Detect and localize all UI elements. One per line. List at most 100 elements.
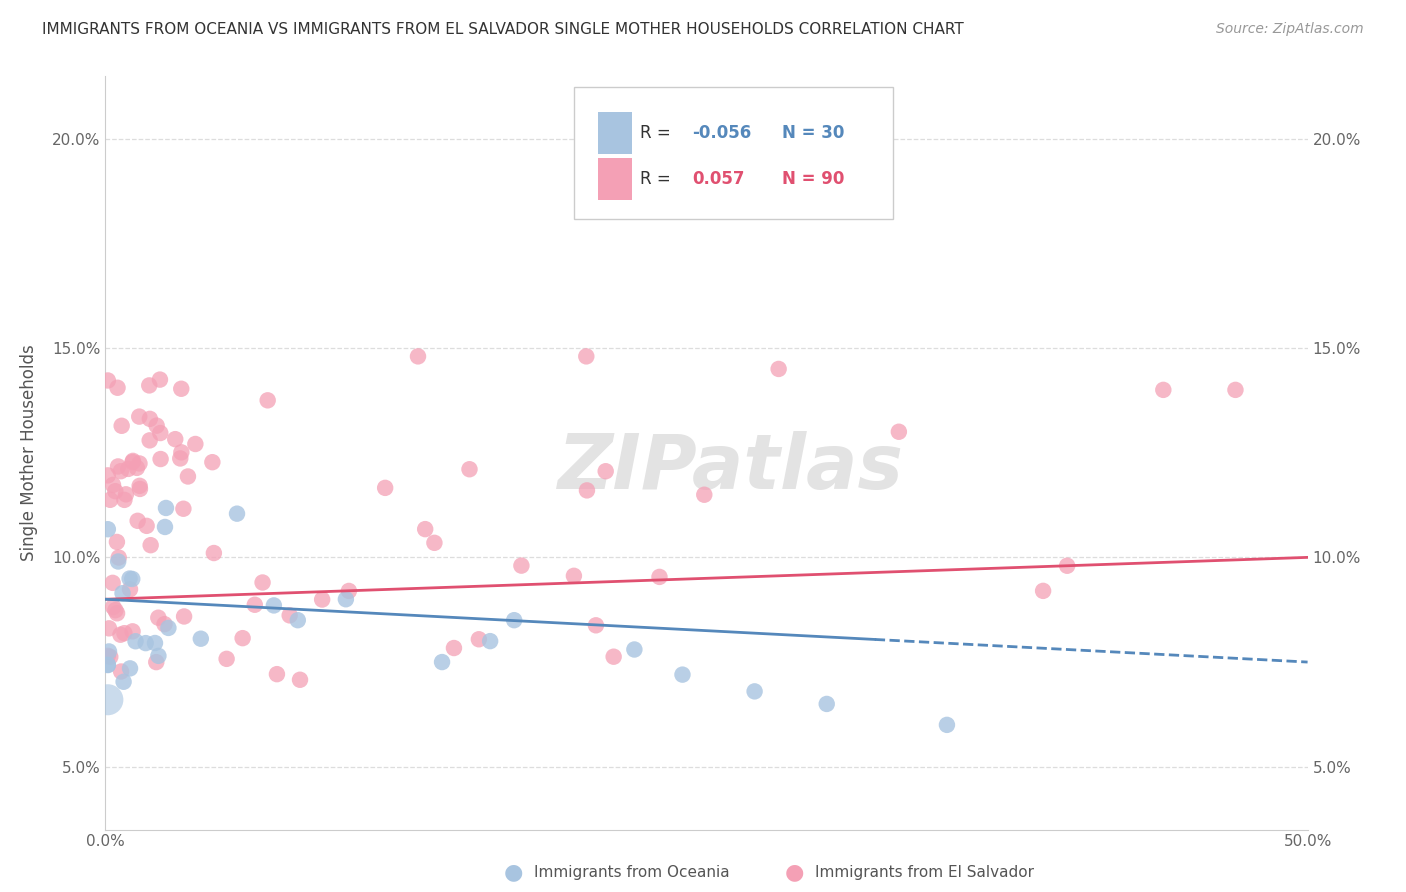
Point [128,479,150,493]
Point [127,514,149,528]
Point [128,457,150,471]
Point [479,634,502,648]
Point [671,667,693,681]
Point [278,608,301,623]
Point [105,535,128,549]
Point [153,520,176,534]
Point [101,478,124,492]
Point [288,673,311,687]
Point [97,522,120,536]
Point [1152,383,1174,397]
Point [118,582,141,597]
Y-axis label: Single Mother Households: Single Mother Households [20,344,38,561]
Point [503,613,526,627]
Point [170,382,193,396]
Point [149,425,172,440]
Point [936,718,959,732]
Point [232,631,254,645]
Point [121,572,143,586]
Point [101,575,124,590]
Point [170,445,193,459]
Point [139,538,162,552]
Point [97,658,120,673]
Text: ●: ● [785,863,804,882]
Point [263,599,285,613]
Point [177,469,200,483]
Point [190,632,212,646]
Point [105,607,128,621]
Point [169,451,191,466]
Point [266,667,288,681]
Point [97,648,120,663]
Point [145,655,167,669]
Point [107,381,129,395]
Point [335,592,357,607]
Point [1056,558,1078,573]
Text: ●: ● [503,863,523,882]
Point [458,462,481,476]
Point [148,610,170,624]
Point [602,649,624,664]
Point [97,692,120,706]
Point [121,624,143,639]
Point [184,437,207,451]
Point [121,455,143,469]
Point [115,487,138,501]
Point [97,374,120,388]
Point [215,652,238,666]
Text: -0.056: -0.056 [692,124,751,142]
Point [112,674,135,689]
Point [104,484,127,499]
Point [101,599,124,614]
Point [595,464,617,478]
Point [110,665,132,679]
Point [562,569,585,583]
Point [157,621,180,635]
Point [256,393,278,408]
Point [374,481,396,495]
Point [149,452,172,467]
Point [107,554,129,568]
Point [124,634,146,648]
Text: IMMIGRANTS FROM OCEANIA VS IMMIGRANTS FROM EL SALVADOR SINGLE MOTHER HOUSEHOLDS : IMMIGRANTS FROM OCEANIA VS IMMIGRANTS FR… [42,22,965,37]
Point [226,507,249,521]
Point [173,609,195,624]
Point [138,434,160,448]
Point [443,640,465,655]
Point [252,575,274,590]
Point [111,418,134,433]
Point [148,648,170,663]
Text: N = 30: N = 30 [782,124,845,142]
Point [153,617,176,632]
Point [107,550,129,565]
Text: 0.057: 0.057 [692,169,745,188]
Point [135,519,157,533]
Point [98,644,121,658]
Text: Immigrants from Oceania: Immigrants from Oceania [534,865,730,880]
Point [201,455,224,469]
Point [243,598,266,612]
Point [648,570,671,584]
Point [430,655,453,669]
Point [107,459,129,474]
Point [111,586,134,600]
Point [575,350,598,364]
Point [287,613,309,627]
Point [149,373,172,387]
FancyBboxPatch shape [574,87,893,219]
FancyBboxPatch shape [599,158,631,200]
Point [138,378,160,392]
Point [1008,852,1031,866]
Point [744,684,766,698]
Point [172,501,194,516]
Point [143,636,166,650]
Point [311,592,333,607]
Text: ZIPatlas: ZIPatlas [558,431,904,505]
Point [165,432,187,446]
Text: R =: R = [640,124,676,142]
Point [117,462,139,476]
Point [112,626,135,640]
Point [129,482,152,496]
Point [145,418,167,433]
Point [97,657,120,672]
